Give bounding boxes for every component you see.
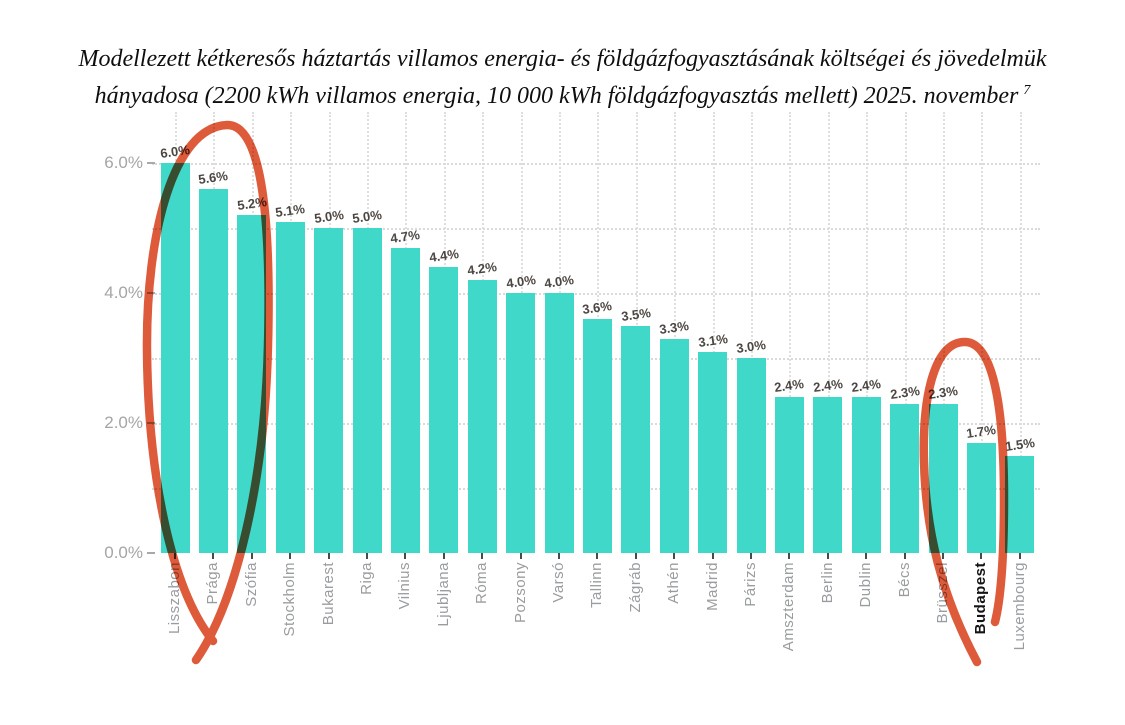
x-axis-label-ljubljana: Ljubljana (434, 562, 452, 627)
x-axis-label-lisszabon: Lisszabon (166, 562, 183, 635)
x-axis-label-prága: Prága (204, 562, 222, 605)
x-axis-label-bécs: Bécs (895, 562, 913, 598)
x-axis-label-zágráb: Zágráb (626, 562, 644, 613)
bar-párizs (736, 358, 766, 553)
x-axis-label-bukarest: Bukarest (319, 562, 337, 626)
bar-róma (467, 280, 497, 553)
x-axis-label-dublin: Dublin (857, 562, 875, 608)
x-axis-tick-athén (673, 553, 676, 559)
vertical-gridline-budapest (981, 112, 984, 553)
x-axis-tick-vilnius (404, 553, 407, 559)
x-axis-tick-pozsony (519, 553, 522, 559)
bar-vilnius (390, 247, 420, 553)
x-axis-tick-budapest (980, 553, 983, 559)
bar-szófia (237, 215, 267, 553)
x-axis-tick-szófia (250, 553, 253, 559)
x-axis-tick-amszterdam (788, 553, 791, 559)
vertical-gridline-athén (674, 112, 677, 553)
x-axis-tick-brüsszel (942, 553, 944, 559)
vertical-gridline-luxembourg (1019, 112, 1022, 553)
vertical-gridline-bécs (904, 112, 907, 553)
bar-tallinn (582, 319, 612, 553)
bar-lisszabon (160, 163, 190, 553)
x-axis-label-riga: Riga (358, 562, 375, 595)
vertical-gridline-brüsszel (943, 112, 945, 553)
x-axis-tick-zágráb (634, 553, 637, 559)
x-axis-tick-lisszabon (174, 553, 176, 559)
x-axis-tick-luxembourg (1018, 553, 1021, 559)
x-axis-label-berlin: Berlin (818, 562, 836, 604)
bar-brüsszel (928, 403, 958, 553)
x-axis-label-szófia: Szófia (242, 562, 260, 607)
chart-title: Modellezett kétkeresős háztartás villamo… (0, 44, 1125, 112)
x-axis-tick-ljubljana (442, 553, 445, 559)
x-axis-tick-bécs (903, 553, 906, 559)
bar-madrid (698, 351, 728, 553)
y-axis-tick-label-0.0%: 0.0% (104, 543, 143, 562)
bar-ljubljana (429, 267, 459, 553)
x-axis-label-luxembourg: Luxembourg (1010, 562, 1028, 651)
horizontal-gridline-4pct (152, 293, 1040, 295)
x-axis-label-róma: Róma (473, 562, 491, 605)
vertical-gridline-párizs (751, 112, 753, 553)
footnote-reference: 7 (1023, 83, 1031, 98)
x-axis-label-párizs: Párizs (742, 562, 759, 607)
bar-riga (352, 228, 382, 553)
x-axis-label-varsó: Varsó (550, 562, 567, 603)
y-axis-tick-label-2.0%: 2.0% (104, 413, 143, 432)
vertical-gridline-dublin (866, 112, 869, 553)
chart-title-line2-text: hányadosa (2200 kWh villamos energia, 10… (94, 83, 1019, 109)
x-axis-label-vilnius: Vilnius (396, 562, 414, 610)
chart-title-line2: hányadosa (2200 kWh villamos energia, 10… (0, 75, 1125, 112)
x-axis-label-madrid: Madrid (703, 562, 721, 611)
x-axis-tick-riga (366, 553, 368, 559)
x-axis-tick-varsó (558, 553, 560, 559)
x-axis-tick-prága (212, 553, 215, 559)
y-axis-tick-mark (147, 422, 155, 424)
vertical-gridline-berlin (827, 112, 830, 553)
horizontal-gridline-5pct (152, 228, 1040, 230)
x-axis-label-tallinn: Tallinn (588, 562, 606, 609)
x-axis-label-athén: Athén (665, 562, 683, 604)
bar-luxembourg (1005, 455, 1035, 553)
horizontal-gridline-6pct (152, 163, 1040, 165)
bar-pozsony (506, 293, 536, 553)
bar-berlin (813, 397, 843, 553)
x-axis-tick-párizs (750, 553, 752, 559)
x-axis-tick-madrid (711, 553, 714, 559)
x-axis-label-pozsony: Pozsony (511, 562, 529, 624)
chart-title-line1: Modellezett kétkeresős háztartás villamo… (78, 46, 1047, 72)
bar-stockholm (275, 221, 305, 553)
bar-prága (198, 189, 228, 553)
x-axis-tick-bukarest (327, 553, 330, 559)
x-axis-tick-dublin (865, 553, 868, 559)
bar-athén (659, 338, 689, 553)
bar-zágráb (621, 325, 651, 553)
vertical-gridline-amszterdam (789, 112, 792, 553)
bar-bécs (890, 403, 920, 553)
x-axis-label-amszterdam: Amszterdam (780, 562, 798, 652)
x-axis-tick-stockholm (289, 553, 292, 559)
y-axis-tick-mark (147, 552, 155, 554)
y-axis-tick-mark (147, 292, 155, 294)
x-axis-tick-berlin (826, 553, 829, 559)
y-axis-tick-label-6.0%: 6.0% (104, 153, 143, 172)
y-axis-tick-label-4.0%: 4.0% (104, 283, 143, 302)
bar-varsó (544, 293, 574, 553)
x-axis-label-stockholm: Stockholm (281, 562, 299, 637)
x-axis-label-budapest: Budapest (972, 562, 990, 635)
bar-dublin (851, 397, 881, 553)
bar-amszterdam (774, 397, 804, 553)
x-axis-tick-tallinn (596, 553, 599, 559)
bar-bukarest (314, 228, 344, 553)
vertical-gridline-madrid (712, 112, 715, 553)
x-axis-tick-róma (481, 553, 484, 559)
bar-budapest (966, 442, 996, 553)
x-axis-label-brüsszel: Brüsszel (934, 562, 951, 624)
